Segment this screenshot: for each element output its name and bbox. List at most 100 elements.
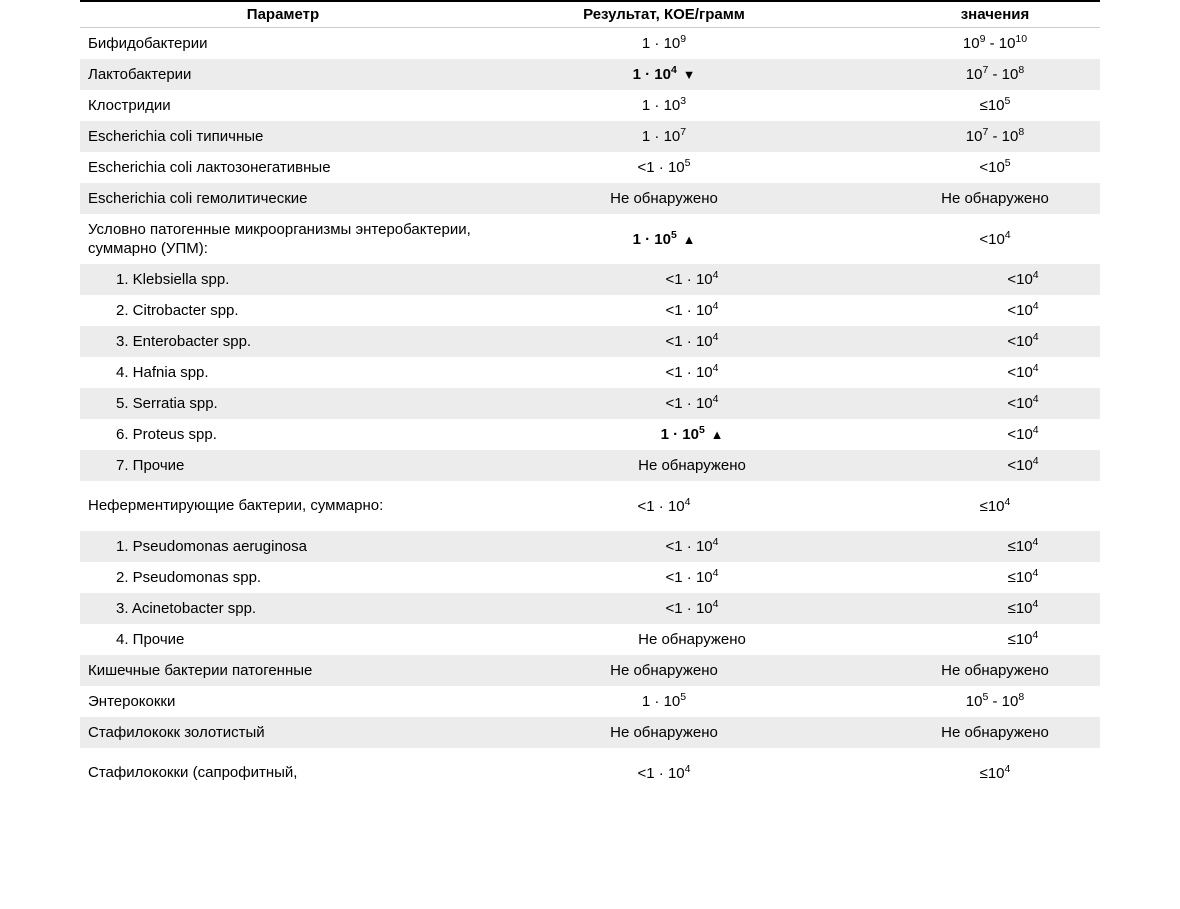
table-row: 5. Serratia spp.<1 · 104<104 (80, 388, 1100, 419)
result-cell: <1 · 104 (514, 298, 870, 323)
result-cell: 1 · 109 (486, 31, 842, 56)
result-cell: <1 · 105 (486, 155, 842, 180)
table-row: 2. Pseudomonas spp.<1 · 104≤104 (80, 562, 1100, 593)
reference-cell: 105 - 108 (842, 689, 1148, 714)
param-cell: 4. Прочие (80, 627, 514, 652)
result-cell: 1 · 105 (486, 689, 842, 714)
param-cell: 7. Прочие (80, 453, 514, 478)
table-row: 3. Acinetobacter spp.<1 · 104≤104 (80, 593, 1100, 624)
header-col-result: Результат, КОЕ/грамм (486, 2, 842, 27)
table-row: Клостридии1 · 103≤105 (80, 90, 1100, 121)
table-row: 1. Klebsiella spp.<1 · 104<104 (80, 264, 1100, 295)
result-cell: Не обнаружено (486, 186, 842, 211)
param-cell: Неферментирующие бактерии, суммарно: (80, 492, 486, 520)
reference-cell: <104 (870, 267, 1176, 292)
param-cell: 5. Serratia spp. (80, 391, 514, 416)
result-cell: Не обнаружено (486, 720, 842, 745)
param-cell: Стафилококк золотистый (80, 720, 486, 745)
result-cell: 1 · 103 (486, 93, 842, 118)
reference-cell: ≤104 (870, 596, 1176, 621)
reference-cell: <104 (870, 360, 1176, 385)
result-cell: <1 · 104 (486, 761, 842, 786)
reference-cell: <104 (870, 391, 1176, 416)
up-arrow-icon: ▲ (683, 232, 696, 247)
table-row: Escherichia coli типичные1 · 107107 - 10… (80, 121, 1100, 152)
table-row: Escherichia coli гемолитическиеНе обнару… (80, 183, 1100, 214)
result-cell: <1 · 104 (514, 534, 870, 559)
reference-cell: 107 - 108 (842, 124, 1148, 149)
param-cell: 2. Citrobacter spp. (80, 298, 514, 323)
result-cell: 1 · 105▲ (514, 422, 870, 447)
table-row: Энтерококки1 · 105105 - 108 (80, 686, 1100, 717)
reference-cell: ≤104 (870, 627, 1176, 652)
table-row: 3. Enterobacter spp.<1 · 104<104 (80, 326, 1100, 357)
table-row: 4. ПрочиеНе обнаружено≤104 (80, 624, 1100, 655)
param-cell: 3. Enterobacter spp. (80, 329, 514, 354)
param-cell: 3. Acinetobacter spp. (80, 596, 514, 621)
result-cell: <1 · 104 (486, 494, 842, 519)
reference-cell: <104 (870, 453, 1176, 478)
header-col-parameter: Параметр (80, 2, 486, 27)
result-cell: 1 · 107 (486, 124, 842, 149)
table-row: Бифидобактерии1 · 109109 - 1010 (80, 28, 1100, 59)
result-cell: <1 · 104 (514, 329, 870, 354)
result-cell: <1 · 104 (514, 596, 870, 621)
reference-cell: <105 (842, 155, 1148, 180)
table-row: Условно патогенные микроорганизмы энтеро… (80, 214, 1100, 264)
param-cell: 4. Hafnia spp. (80, 360, 514, 385)
result-cell: Не обнаружено (514, 627, 870, 652)
result-cell: 1 · 104▼ (486, 62, 842, 87)
down-arrow-icon: ▼ (683, 67, 696, 82)
reference-cell: 109 - 1010 (842, 31, 1148, 56)
header-col-reference: значения (842, 2, 1148, 27)
param-cell: Escherichia coli лактозонегативные (80, 155, 486, 180)
param-cell: Escherichia coli гемолитические (80, 186, 486, 211)
reference-cell: ≤104 (870, 565, 1176, 590)
table-row: Лактобактерии1 · 104▼107 - 108 (80, 59, 1100, 90)
reference-cell: Не обнаружено (842, 720, 1148, 745)
result-cell: 1 · 105▲ (486, 227, 842, 252)
reference-cell: 107 - 108 (842, 62, 1148, 87)
param-cell: Клостридии (80, 93, 486, 118)
up-arrow-icon: ▲ (711, 427, 724, 442)
param-cell: Стафилококки (сапрофитный, (80, 759, 486, 787)
param-cell: 1. Klebsiella spp. (80, 267, 514, 292)
param-cell: Лактобактерии (80, 62, 486, 87)
table-row: Стафилококк золотистыйНе обнаруженоНе об… (80, 717, 1100, 748)
table-row: Кишечные бактерии патогенныеНе обнаружен… (80, 655, 1100, 686)
result-cell: Не обнаружено (486, 658, 842, 683)
reference-cell: <104 (842, 227, 1148, 252)
param-cell: 6. Proteus spp. (80, 422, 514, 447)
table-row: Стафилококки (сапрофитный,<1 · 104≤104 (80, 748, 1100, 798)
reference-cell: ≤104 (870, 534, 1176, 559)
reference-cell: <104 (870, 329, 1176, 354)
reference-cell: <104 (870, 422, 1176, 447)
param-cell: Энтерококки (80, 689, 486, 714)
param-cell: Условно патогенные микроорганизмы энтеро… (80, 216, 486, 263)
table-row: 4. Hafnia spp.<1 · 104<104 (80, 357, 1100, 388)
table-row: 2. Citrobacter spp.<1 · 104<104 (80, 295, 1100, 326)
result-cell: <1 · 104 (514, 391, 870, 416)
report-page: Параметр Результат, КОЕ/грамм значения Б… (0, 0, 1180, 798)
param-cell: 2. Pseudomonas spp. (80, 565, 514, 590)
table-header: Параметр Результат, КОЕ/грамм значения (80, 0, 1100, 28)
table-body: Бифидобактерии1 · 109109 - 1010Лактобакт… (80, 28, 1100, 798)
table-row: Escherichia coli лактозонегативные<1 · 1… (80, 152, 1100, 183)
table-row: 7. ПрочиеНе обнаружено<104 (80, 450, 1100, 481)
param-cell: 1. Pseudomonas aeruginosa (80, 534, 514, 559)
param-cell: Кишечные бактерии патогенные (80, 658, 486, 683)
table-row: Неферментирующие бактерии, суммарно:<1 ·… (80, 481, 1100, 531)
param-cell: Escherichia coli типичные (80, 124, 486, 149)
table-row: 6. Proteus spp.1 · 105▲<104 (80, 419, 1100, 450)
reference-cell: ≤105 (842, 93, 1148, 118)
reference-cell: Не обнаружено (842, 186, 1148, 211)
header-col-reference-line2: значения (961, 6, 1030, 23)
result-cell: <1 · 104 (514, 360, 870, 385)
reference-cell: ≤104 (842, 494, 1148, 519)
result-cell: <1 · 104 (514, 565, 870, 590)
table-row: 1. Pseudomonas aeruginosa<1 · 104≤104 (80, 531, 1100, 562)
result-cell: Не обнаружено (514, 453, 870, 478)
reference-cell: Не обнаружено (842, 658, 1148, 683)
reference-cell: <104 (870, 298, 1176, 323)
param-cell: Бифидобактерии (80, 31, 486, 56)
